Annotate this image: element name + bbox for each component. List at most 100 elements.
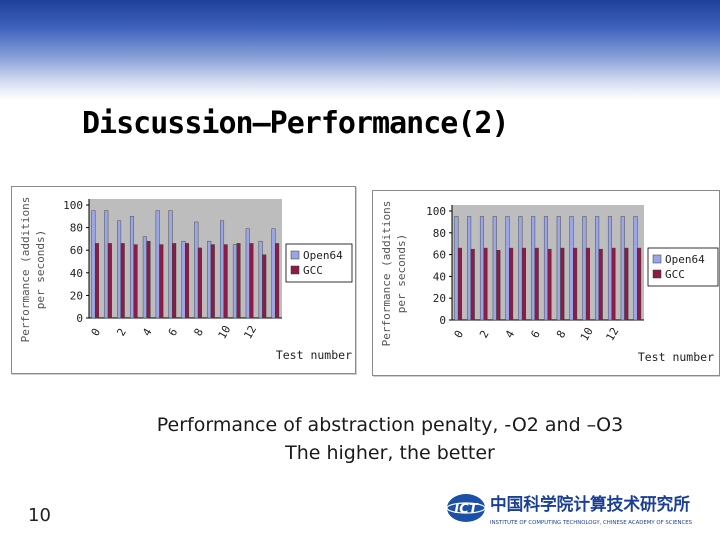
bar-o2-open64-0	[91, 210, 96, 319]
y-tick-label-o3-0: 0	[439, 314, 446, 327]
bar-o3-gcc-4	[509, 247, 514, 321]
x-tick-label-o3-1: 2	[477, 328, 492, 340]
y-tick-label-o3-5: 100	[426, 205, 446, 218]
bar-o3-gcc-3	[496, 250, 501, 321]
bar-o2-gcc-12	[249, 243, 254, 319]
x-tick-label-o2-3: 6	[166, 326, 181, 338]
slide-title: Discussion—Performance(2)	[82, 106, 510, 141]
x-tick-label-o3-0: 0	[452, 328, 467, 340]
bar-o2-open64-12	[245, 228, 250, 319]
x-tick-label-o2-1: 2	[114, 326, 129, 338]
bar-o3-gcc-5	[521, 247, 526, 321]
bar-o2-open64-1	[104, 210, 109, 319]
bar-o2-open64-11	[232, 244, 237, 319]
bar-o2-gcc-14	[275, 243, 280, 319]
y-axis-title-o3-line2: per seconds)	[395, 234, 408, 313]
x-tick-label-o2-5: 10	[216, 323, 234, 341]
bar-o3-gcc-8	[560, 247, 565, 321]
y-tick-label-o2-1: 20	[70, 289, 83, 302]
bar-o3-open64-2	[479, 216, 484, 321]
x-tick-label-o2-0: 0	[89, 326, 104, 338]
chart-o2: 0 20 40 60 80 100 0 2 4 6 8 10 12 Test number Performa…	[11, 186, 356, 374]
bar-o2-open64-2	[117, 220, 122, 319]
bar-o2-open64-4	[142, 236, 147, 319]
bar-o3-gcc-6	[534, 247, 539, 321]
header-gradient-band	[0, 0, 720, 100]
bar-o2-open64-9	[207, 240, 212, 319]
legend-label-o3-1: GCC	[665, 268, 685, 281]
legend-o3	[647, 247, 719, 287]
bar-o3-gcc-1	[470, 248, 475, 321]
y-axis-title-o2-line1: Performance (additions	[19, 197, 32, 343]
ict-logo-mark: ICT	[454, 502, 478, 517]
bar-o3-open64-6	[531, 216, 536, 321]
x-axis-title-o2: Test number	[276, 348, 352, 362]
bar-o2-gcc-4	[146, 240, 151, 319]
x-tick-label-o2-4: 8	[192, 326, 207, 338]
bar-o2-gcc-1	[107, 243, 112, 319]
bar-o3-gcc-0	[457, 247, 462, 321]
bar-o2-open64-3	[129, 216, 134, 319]
y-tick-label-o2-2: 40	[70, 267, 83, 280]
page-number: 10	[28, 505, 51, 526]
bar-o2-gcc-9	[210, 244, 215, 319]
bar-o3-gcc-9	[573, 247, 578, 321]
x-tick-label-o3-4: 8	[554, 328, 569, 340]
bar-o3-gcc-10	[585, 247, 590, 321]
y-axis-title-o3-line1: Performance (additions	[380, 201, 393, 347]
bar-o2-gcc-5	[159, 244, 164, 319]
y-tick-label-o3-1: 20	[433, 292, 446, 305]
y-tick-label-o2-4: 80	[70, 222, 83, 235]
x-tick-label-o2-2: 4	[140, 326, 155, 339]
bar-o2-open64-13	[258, 240, 263, 319]
bar-o2-gcc-0	[94, 243, 99, 319]
bar-o2-gcc-3	[133, 244, 138, 319]
bar-o3-open64-9	[569, 216, 574, 321]
bar-o3-open64-4	[505, 216, 510, 321]
bar-o2-gcc-6	[172, 243, 177, 319]
bar-o3-open64-1	[467, 216, 472, 321]
bar-o2-open64-14	[271, 228, 276, 319]
bar-o3-open64-14	[633, 216, 638, 321]
bar-o3-open64-0	[454, 216, 459, 321]
bar-o2-open64-8	[194, 221, 199, 319]
x-axis-title-o3: Test number	[638, 350, 714, 364]
legend-swatch-o2-1	[290, 265, 300, 275]
bar-o2-gcc-13	[262, 254, 267, 319]
bar-o2-open64-6	[168, 210, 173, 319]
x-tick-label-o3-2: 4	[503, 328, 518, 341]
legend-label-o2-0: Open64	[303, 249, 343, 262]
legend-swatch-o2-0	[290, 250, 300, 260]
bar-o3-open64-5	[518, 216, 523, 321]
bar-o3-gcc-7	[547, 248, 552, 321]
y-tick-label-o2-3: 60	[70, 244, 83, 257]
bar-o2-gcc-10	[223, 244, 228, 319]
bar-o3-gcc-11	[598, 248, 603, 321]
bar-o3-open64-10	[582, 216, 587, 321]
bar-o3-open64-11	[595, 216, 600, 321]
bar-o2-gcc-7	[185, 243, 190, 319]
y-tick-label-o3-2: 40	[433, 270, 446, 283]
bar-o2-open64-10	[220, 220, 225, 319]
caption-line-1: Performance of abstraction penalty, -O2 …	[156, 414, 624, 436]
ict-logo: ICT 中国科学院计算技术研究所 INSTITUTE OF COMPUTING …	[446, 494, 692, 526]
x-tick-label-o2-6: 12	[241, 323, 259, 341]
bar-o3-gcc-14	[637, 247, 642, 321]
bar-o3-gcc-2	[483, 247, 488, 321]
bar-o2-gcc-11	[236, 243, 241, 319]
bar-o2-gcc-8	[197, 247, 202, 319]
legend-o2	[285, 243, 353, 283]
y-tick-label-o2-5: 100	[63, 199, 83, 212]
bar-o2-open64-5	[155, 210, 160, 319]
y-tick-label-o3-3: 60	[433, 249, 446, 262]
legend-label-o2-1: GCC	[303, 264, 323, 277]
ict-logo-english-name: INSTITUTE OF COMPUTING TECHNOLOGY, CHINE…	[490, 520, 692, 526]
bar-o3-open64-13	[620, 216, 625, 321]
bar-o3-open64-8	[556, 216, 561, 321]
bar-o3-open64-7	[543, 216, 548, 321]
bar-o3-open64-12	[607, 216, 612, 321]
legend-label-o3-0: Open64	[665, 253, 705, 266]
bar-o3-gcc-13	[624, 247, 629, 321]
